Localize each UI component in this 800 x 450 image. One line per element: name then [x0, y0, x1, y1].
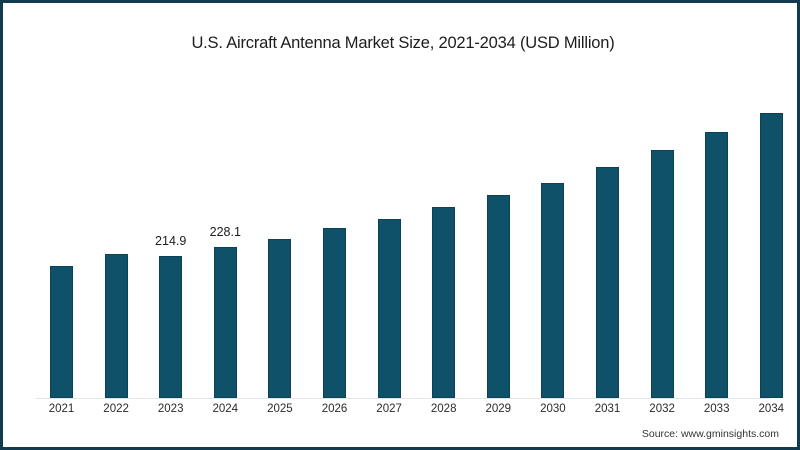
x-tick-label-2026: 2026: [321, 403, 348, 415]
bar-2024[interactable]: [213, 247, 237, 398]
bar-2023[interactable]: [159, 256, 183, 398]
bar-value-label-2023: 214.9: [155, 234, 187, 248]
bar-value-label-2024: 228.1: [209, 225, 241, 239]
x-tick-label-2023: 2023: [157, 403, 184, 415]
bar-2022[interactable]: [104, 254, 128, 398]
x-tick-label-2034: 2034: [758, 403, 785, 415]
x-tick-label-2022: 2022: [103, 403, 129, 415]
x-tick-label-2029: 2029: [485, 403, 512, 415]
x-tick-label-2021: 2021: [48, 403, 75, 415]
bar-2030[interactable]: [541, 183, 565, 398]
x-tick-label-2030: 2030: [540, 403, 566, 415]
x-tick-label-2028: 2028: [430, 403, 457, 415]
bar-2026[interactable]: [323, 228, 346, 398]
bar-2031[interactable]: [596, 167, 619, 398]
x-tick-label-2027: 2027: [376, 403, 402, 415]
x-tick-label-2032: 2032: [649, 403, 675, 415]
bar-2033[interactable]: [705, 132, 729, 398]
bar-2027[interactable]: [377, 219, 401, 398]
source-attribution: Source: www.gminsights.com: [641, 428, 779, 440]
bar-2021[interactable]: [50, 266, 73, 398]
bar-2029[interactable]: [486, 195, 510, 398]
bar-2025[interactable]: [268, 239, 292, 398]
x-axis-line: [36, 398, 770, 399]
page-title: U.S. Aircraft Antenna Market Size, 2021-…: [191, 34, 615, 52]
bar-2032[interactable]: [650, 150, 674, 398]
x-tick-label-2031: 2031: [594, 403, 621, 415]
x-tick-label-2025: 2025: [267, 403, 293, 415]
plot-area: 2021 2022 2023 2024 2025 2026 2027 2028 2029 2030…: [3, 3, 797, 447]
bar-2028[interactable]: [432, 207, 456, 398]
bar-2034[interactable]: [759, 113, 783, 398]
x-tick-label-2024: 2024: [212, 403, 239, 415]
x-tick-label-2033: 2033: [703, 403, 730, 415]
